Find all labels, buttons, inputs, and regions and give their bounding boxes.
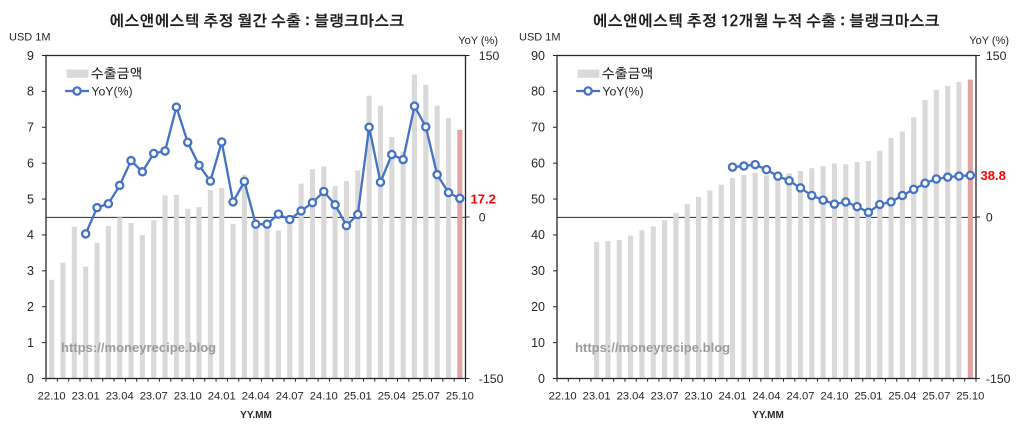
svg-text:2: 2	[27, 300, 34, 314]
svg-text:38.8: 38.8	[981, 168, 1006, 183]
svg-text:-150: -150	[986, 372, 1011, 386]
svg-text:0: 0	[538, 372, 545, 386]
svg-text:0: 0	[986, 211, 993, 225]
svg-text:17.2: 17.2	[471, 192, 496, 207]
svg-text:70: 70	[531, 121, 545, 135]
svg-text:23.07: 23.07	[651, 391, 679, 403]
svg-text:YoY (%): YoY (%)	[969, 35, 1009, 47]
svg-text:30: 30	[531, 264, 545, 278]
svg-text:25.07: 25.07	[412, 391, 440, 403]
svg-text:0: 0	[27, 372, 34, 386]
svg-text:3: 3	[27, 264, 34, 278]
svg-text:25.01: 25.01	[344, 391, 372, 403]
svg-text:9: 9	[27, 49, 34, 63]
svg-text:-150: -150	[479, 372, 504, 386]
svg-text:24.04: 24.04	[242, 391, 270, 403]
svg-text:24.07: 24.07	[786, 391, 814, 403]
svg-text:8: 8	[27, 85, 34, 99]
svg-text:25.07: 25.07	[922, 391, 950, 403]
svg-text:40: 40	[531, 228, 545, 242]
svg-text:25.04: 25.04	[378, 391, 406, 403]
svg-text:23.04: 23.04	[106, 391, 134, 403]
svg-text:23.10: 23.10	[685, 391, 713, 403]
svg-text:60: 60	[531, 156, 545, 170]
svg-text:20: 20	[531, 300, 545, 314]
svg-text:YoY (%): YoY (%)	[458, 35, 498, 47]
svg-text:YY.MM: YY.MM	[240, 410, 272, 421]
svg-text:YoY(%): YoY(%)	[91, 84, 132, 98]
svg-text:4: 4	[27, 228, 34, 242]
svg-text:1: 1	[27, 336, 34, 350]
svg-text:23.01: 23.01	[583, 391, 611, 403]
svg-text:https://moneyrecipe.blog: https://moneyrecipe.blog	[575, 340, 730, 355]
svg-text:6: 6	[27, 156, 34, 170]
svg-text:90: 90	[531, 49, 545, 63]
svg-text:150: 150	[986, 49, 1007, 63]
svg-text:7: 7	[27, 121, 34, 135]
svg-text:YoY(%): YoY(%)	[602, 84, 643, 98]
svg-text:22.10: 22.10	[38, 391, 66, 403]
svg-text:25.10: 25.10	[956, 391, 984, 403]
svg-text:https://moneyrecipe.blog: https://moneyrecipe.blog	[61, 340, 216, 355]
svg-text:150: 150	[479, 49, 500, 63]
svg-text:23.07: 23.07	[140, 391, 168, 403]
svg-text:USD 1M: USD 1M	[519, 31, 561, 43]
svg-text:23.01: 23.01	[72, 391, 100, 403]
svg-text:24.01: 24.01	[719, 391, 747, 403]
svg-text:24.07: 24.07	[276, 391, 304, 403]
svg-text:22.10: 22.10	[549, 391, 577, 403]
svg-text:YY.MM: YY.MM	[752, 410, 784, 421]
svg-text:24.10: 24.10	[310, 391, 338, 403]
svg-text:24.01: 24.01	[208, 391, 236, 403]
svg-text:24.04: 24.04	[753, 391, 781, 403]
svg-text:50: 50	[531, 192, 545, 206]
svg-text:10: 10	[531, 336, 545, 350]
svg-text:5: 5	[27, 192, 34, 206]
svg-text:23.04: 23.04	[617, 391, 645, 403]
svg-text:25.01: 25.01	[854, 391, 882, 403]
svg-text:80: 80	[531, 85, 545, 99]
svg-text:USD 1M: USD 1M	[9, 31, 51, 43]
svg-text:25.10: 25.10	[446, 391, 474, 403]
svg-text:24.10: 24.10	[820, 391, 848, 403]
svg-text:25.04: 25.04	[888, 391, 916, 403]
svg-text:23.10: 23.10	[174, 391, 202, 403]
svg-text:0: 0	[479, 211, 486, 225]
